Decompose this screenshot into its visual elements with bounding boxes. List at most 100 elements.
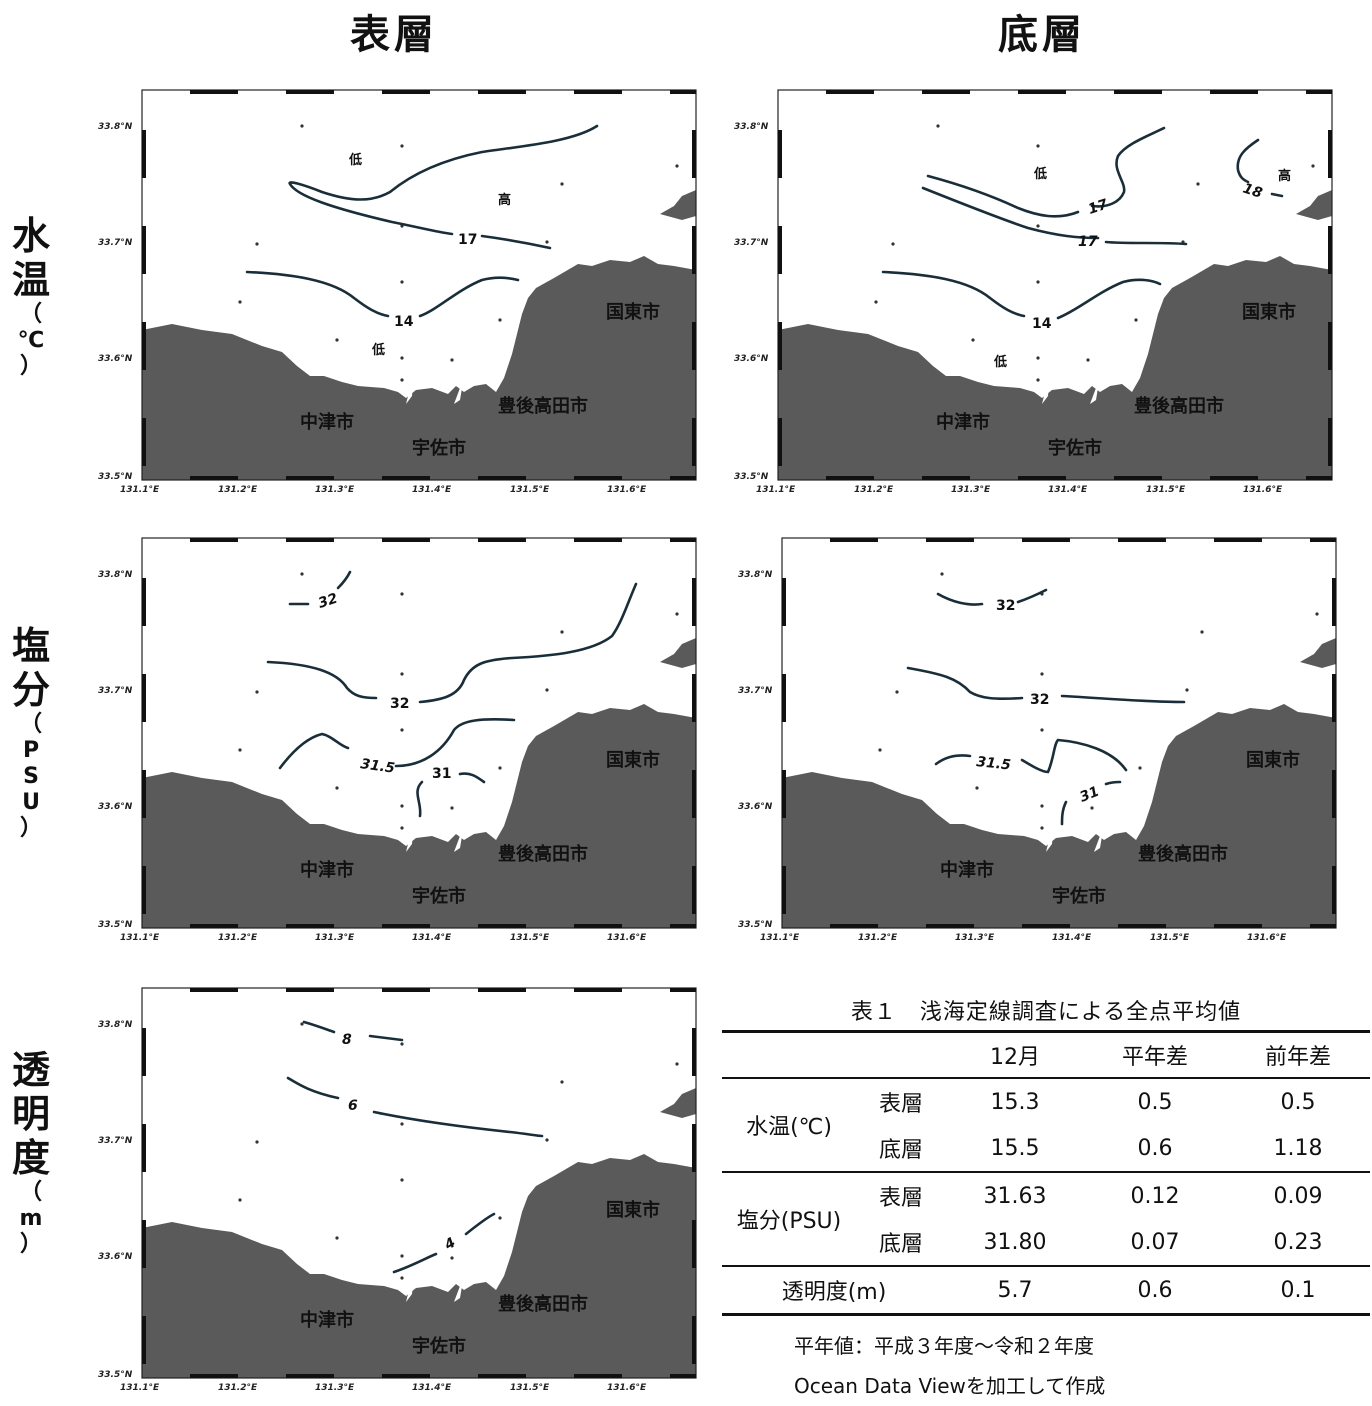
river-mouth <box>406 374 414 404</box>
lon-tick-label: 131.5°E <box>1150 933 1190 943</box>
note-normal-period: 平年値：平成３年度～令和２年度 <box>794 1334 1094 1358</box>
table-cell-layer: 底層 <box>878 1232 923 1257</box>
land-kyushu <box>782 704 1336 928</box>
table-cell: 0.09 <box>1226 1171 1370 1219</box>
contour-label: 32 <box>390 696 409 712</box>
station-dot <box>675 164 679 168</box>
table-cell: 0.6 <box>1137 1135 1173 1161</box>
contour-line <box>881 270 1026 318</box>
station-dot <box>891 242 895 246</box>
river-mouth <box>454 376 464 404</box>
contour-label: 32 <box>1030 692 1049 708</box>
station-dot <box>450 358 454 362</box>
river-mouth <box>1042 374 1050 404</box>
city-label-kunisaki: 国東市 <box>606 301 660 323</box>
station-dot <box>1036 224 1040 228</box>
station-dot <box>1200 630 1204 634</box>
table-cell: 0.1 <box>1226 1265 1370 1316</box>
table-cell-group: 塩分(PSU) <box>722 1171 856 1266</box>
city-label-usa: 宇佐市 <box>1048 437 1102 459</box>
lon-tick-label: 131.4°E <box>412 485 452 495</box>
lon-tick-label: 131.5°E <box>510 1383 550 1393</box>
row-title-char: （ <box>19 302 42 327</box>
row-title-salinity: 塩 分 （ P S U ） <box>8 624 54 842</box>
row-title-char: ℃ <box>17 328 45 353</box>
contour-line <box>1236 138 1260 184</box>
station-dot <box>498 766 502 770</box>
station-dot <box>498 318 502 322</box>
station-dot <box>874 300 878 304</box>
lat-tick-label: 33.5°N <box>734 472 769 482</box>
station-dot <box>300 572 304 576</box>
lon-tick-label: 131.6°E <box>1247 933 1287 943</box>
land-kyushu <box>142 704 696 928</box>
station-dot <box>560 1080 564 1084</box>
lon-tick-label: 131.4°E <box>412 933 452 943</box>
map-temperature-surface: 33.8°N 33.7°N 33.6°N 33.5°N 131.1°E 131.2°E 13… <box>92 84 702 495</box>
lat-tick-label: 33.5°N <box>98 1370 133 1380</box>
station-dot <box>238 1198 242 1202</box>
lon-tick-label: 131.4°E <box>1052 933 1092 943</box>
station-dot <box>238 748 242 752</box>
row-title-char: 塩 <box>11 624 50 668</box>
column-title-surface: 表層 <box>350 12 438 58</box>
row-title-char: m <box>19 1206 43 1231</box>
table-cell: 0.12 <box>1084 1171 1226 1219</box>
station-dot <box>545 240 549 244</box>
station-dot <box>255 242 259 246</box>
table-cell-group: 透明度(m) <box>722 1265 946 1316</box>
contour-line <box>1056 278 1162 320</box>
low-marker: 低 <box>371 342 385 358</box>
lon-tick-label: 131.5°E <box>510 485 550 495</box>
station-dot <box>450 1256 454 1260</box>
table-header <box>856 1031 946 1078</box>
table-cell: 31.80 <box>983 1229 1047 1255</box>
table-cell-layer: 表層 <box>856 1171 946 1219</box>
contour-line <box>1090 126 1166 208</box>
contour-line <box>416 780 424 818</box>
lat-tick-label: 33.5°N <box>738 920 773 930</box>
lon-tick-label: 131.6°E <box>607 485 647 495</box>
city-label-kunisaki: 国東市 <box>606 1199 660 1221</box>
high-marker: 高 <box>498 192 511 208</box>
contour-label: 31 <box>1078 784 1102 806</box>
station-dot <box>1040 804 1044 808</box>
table-cell: 15.5 <box>990 1135 1040 1161</box>
city-label-bungotakada: 豊後高田市 <box>498 395 588 417</box>
lat-tick-label: 33.7°N <box>734 238 769 248</box>
map-svg: 33.8°N 33.7°N 33.6°N 33.5°N 131.1°E 131.2°E 13… <box>734 89 1333 495</box>
station-dot <box>545 688 549 692</box>
contour-label: 18 <box>1241 181 1265 202</box>
city-label-usa: 宇佐市 <box>412 437 466 459</box>
column-title-bottom: 底層 <box>998 12 1086 58</box>
station-dot <box>936 124 940 128</box>
station-dot <box>1090 806 1094 810</box>
river-mouth <box>406 1272 414 1302</box>
row-title-char: S <box>23 764 39 789</box>
lat-tick-label: 33.8°N <box>738 570 773 580</box>
table-cell: 31.63 <box>946 1171 1084 1219</box>
station-dot <box>400 826 404 830</box>
table-header: 平年差 <box>1084 1031 1226 1078</box>
contour-line <box>1060 800 1068 826</box>
lon-tick-label: 131.5°E <box>510 933 550 943</box>
station-dot <box>1036 144 1040 148</box>
city-label-kunisaki: 国東市 <box>1246 749 1300 771</box>
contour-line <box>464 1212 496 1236</box>
contour-label: 31.5 <box>359 756 396 777</box>
lat-tick-label: 33.5°N <box>98 920 133 930</box>
contour-line <box>302 1020 336 1034</box>
land-kyushu <box>142 1154 696 1378</box>
city-label-kunisaki: 国東市 <box>1242 301 1296 323</box>
station-dot <box>1086 358 1090 362</box>
table-header-row: 12月 平年差 前年差 <box>722 1031 1370 1078</box>
city-label-usa: 宇佐市 <box>1052 885 1106 907</box>
contour-label: 31 <box>432 766 451 782</box>
station-dot <box>498 1216 502 1220</box>
contour-label: 17 <box>1078 234 1098 250</box>
contour-line <box>1104 240 1188 246</box>
contour-line <box>926 174 1080 218</box>
table-note: 平年値：平成３年度～令和２年度 Ocean Data Viewを加工して作成 <box>794 1326 1370 1406</box>
table-caption: 表１ 浅海定線調査による全点平均値 <box>850 1000 1242 1025</box>
lon-tick-label: 131.3°E <box>315 1383 355 1393</box>
